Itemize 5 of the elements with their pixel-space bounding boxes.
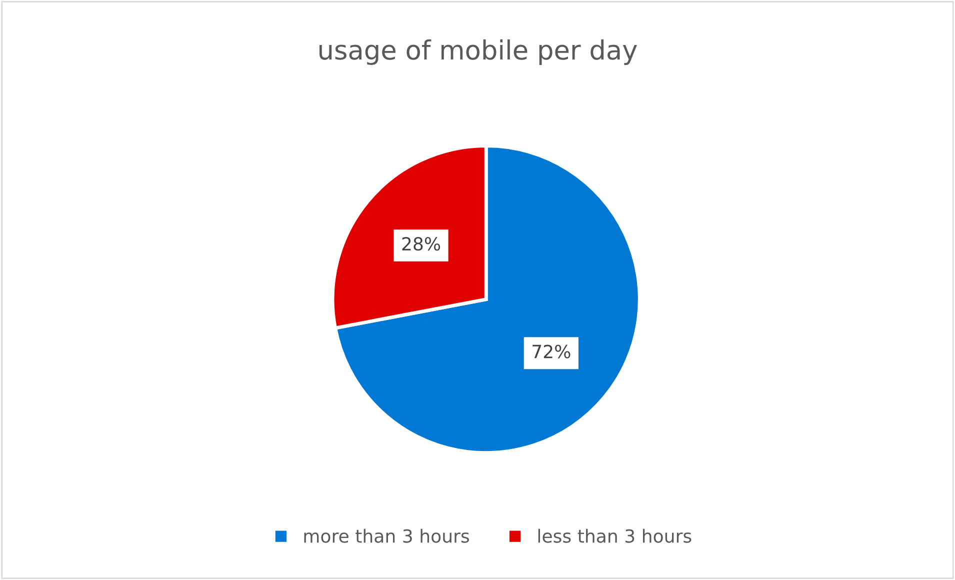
data-label: 72%: [532, 344, 570, 358]
legend-label: more than 3 hours: [304, 528, 469, 543]
data-label: 28%: [402, 237, 440, 251]
chart-title: usage of mobile per day: [319, 39, 637, 65]
legend-label: less than 3 hours: [538, 528, 692, 543]
